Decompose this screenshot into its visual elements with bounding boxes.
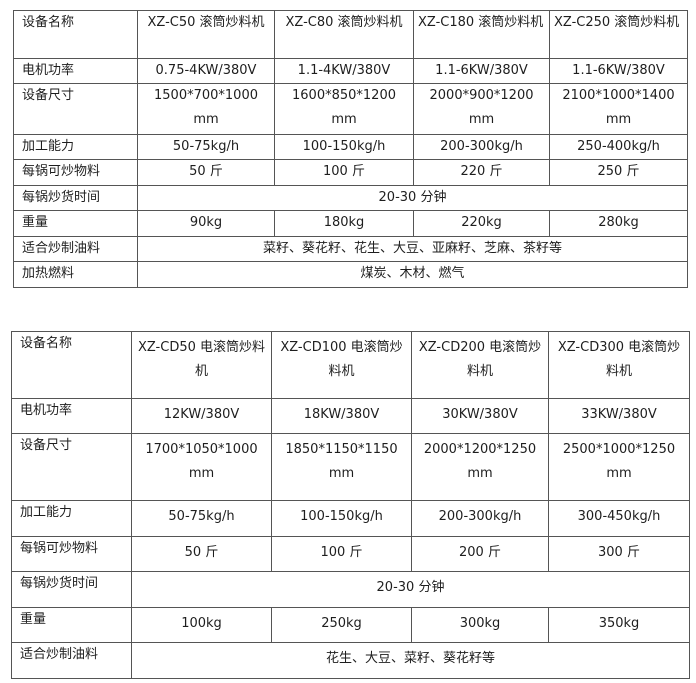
row-label: 设备名称 <box>13 10 138 59</box>
table-row: 设备尺寸 1700*1050*1000 mm 1850*1150*1150 mm 20… <box>11 433 690 501</box>
row-label: 设备名称 <box>11 331 132 399</box>
row-label: 每锅炒货时间 <box>11 571 132 608</box>
cell-value: 350kg <box>548 607 690 643</box>
cell-value: 50 斤 <box>131 536 272 572</box>
cell-value: 18KW/380V <box>271 398 412 434</box>
spanned-value: 20-30 分钟 <box>131 571 690 608</box>
cell-value: 1.1-6KW/380V <box>413 58 550 84</box>
cell-value: 250-400kg/h <box>549 134 688 160</box>
cell-value: 50 斤 <box>137 159 275 186</box>
model-name: XZ-CD200 电滚筒炒料机 <box>411 331 549 399</box>
model-name: XZ-CD100 电滚筒炒料机 <box>271 331 412 399</box>
cell-value: 300 斤 <box>548 536 690 572</box>
cell-value: 2100*1000*1400 mm <box>549 83 688 135</box>
cell-value: 50-75kg/h <box>131 500 272 537</box>
table-row: 每锅炒货时间 20-30 分钟 <box>13 185 688 211</box>
drum-roaster-spec-table: 设备名称 XZ-C50 滚筒炒料机 XZ-C80 滚筒炒料机 XZ-C180 滚筒炒料… <box>13 10 688 288</box>
spanned-value: 20-30 分钟 <box>137 185 688 211</box>
row-label: 每锅可炒物料 <box>11 536 132 572</box>
spanned-value: 菜籽、葵花籽、花生、大豆、亚麻籽、芝麻、茶籽等 <box>137 236 688 262</box>
cell-value: 250kg <box>271 607 412 643</box>
cell-value: 0.75-4KW/380V <box>137 58 275 84</box>
header-row: 设备名称 XZ-C50 滚筒炒料机 XZ-C80 滚筒炒料机 XZ-C180 滚筒炒料… <box>13 10 688 59</box>
cell-value: 1.1-4KW/380V <box>274 58 414 84</box>
cell-value: 180kg <box>274 210 414 237</box>
row-label: 加工能力 <box>11 500 132 537</box>
cell-value: 200 斤 <box>411 536 549 572</box>
row-label: 加热燃料 <box>13 261 138 288</box>
model-name: XZ-C180 滚筒炒料机 <box>413 10 550 59</box>
cell-value: 50-75kg/h <box>137 134 275 160</box>
cell-value: 220 斤 <box>413 159 550 186</box>
cell-value: 100kg <box>131 607 272 643</box>
cell-value: 200-300kg/h <box>413 134 550 160</box>
table-row: 适合炒制油料 菜籽、葵花籽、花生、大豆、亚麻籽、芝麻、茶籽等 <box>13 236 688 262</box>
table-row: 适合炒制油料 花生、大豆、菜籽、葵花籽等 <box>11 642 690 679</box>
table-row: 每锅可炒物料 50 斤 100 斤 200 斤 300 斤 <box>11 536 690 572</box>
table-row: 加工能力 50-75kg/h 100-150kg/h 200-300kg/h 300-4… <box>11 500 690 537</box>
row-label: 重量 <box>11 607 132 643</box>
model-name: XZ-CD300 电滚筒炒料机 <box>548 331 690 399</box>
cell-value: 33KW/380V <box>548 398 690 434</box>
row-label: 重量 <box>13 210 138 237</box>
cell-value: 1500*700*1000 mm <box>137 83 275 135</box>
table-row: 电机功率 12KW/380V 18KW/380V 30KW/380V 33KW/380V <box>11 398 690 434</box>
row-label: 每锅可炒物料 <box>13 159 138 186</box>
cell-value: 1850*1150*1150 mm <box>271 433 412 501</box>
row-label: 适合炒制油料 <box>13 236 138 262</box>
row-label: 设备尺寸 <box>11 433 132 501</box>
cell-value: 100-150kg/h <box>274 134 414 160</box>
model-name: XZ-C80 滚筒炒料机 <box>274 10 414 59</box>
spanned-value: 煤炭、木材、燃气 <box>137 261 688 288</box>
cell-value: 220kg <box>413 210 550 237</box>
cell-value: 250 斤 <box>549 159 688 186</box>
cell-value: 2000*900*1200 mm <box>413 83 550 135</box>
cell-value: 300kg <box>411 607 549 643</box>
row-label: 加工能力 <box>13 134 138 160</box>
cell-value: 90kg <box>137 210 275 237</box>
table-row: 加热燃料 煤炭、木材、燃气 <box>13 261 688 288</box>
cell-value: 300-450kg/h <box>548 500 690 537</box>
cell-value: 2500*1000*1250 mm <box>548 433 690 501</box>
table-row: 重量 100kg 250kg 300kg 350kg <box>11 607 690 643</box>
table-row: 加工能力 50-75kg/h 100-150kg/h 200-300kg/h 250-4… <box>13 134 688 160</box>
cell-value: 280kg <box>549 210 688 237</box>
row-label: 设备尺寸 <box>13 83 138 135</box>
cell-value: 2000*1200*1250 mm <box>411 433 549 501</box>
cell-value: 100 斤 <box>271 536 412 572</box>
row-label: 适合炒制油料 <box>11 642 132 679</box>
cell-value: 200-300kg/h <box>411 500 549 537</box>
header-row: 设备名称 XZ-CD50 电滚筒炒料机 XZ-CD100 电滚筒炒料机 XZ-CD20… <box>11 331 690 399</box>
cell-value: 100 斤 <box>274 159 414 186</box>
table-row: 每锅可炒物料 50 斤 100 斤 220 斤 250 斤 <box>13 159 688 186</box>
cell-value: 1600*850*1200 mm <box>274 83 414 135</box>
row-label: 每锅炒货时间 <box>13 185 138 211</box>
table-row: 电机功率 0.75-4KW/380V 1.1-4KW/380V 1.1-6KW/380… <box>13 58 688 84</box>
table-row: 设备尺寸 1500*700*1000 mm 1600*850*1200 mm 2000… <box>13 83 688 135</box>
cell-value: 12KW/380V <box>131 398 272 434</box>
table-row: 每锅炒货时间 20-30 分钟 <box>11 571 690 608</box>
model-name: XZ-C250 滚筒炒料机 <box>549 10 688 59</box>
model-name: XZ-C50 滚筒炒料机 <box>137 10 275 59</box>
spanned-value: 花生、大豆、菜籽、葵花籽等 <box>131 642 690 679</box>
cell-value: 1.1-6KW/380V <box>549 58 688 84</box>
row-label: 电机功率 <box>11 398 132 434</box>
electric-drum-roaster-spec-table: 设备名称 XZ-CD50 电滚筒炒料机 XZ-CD100 电滚筒炒料机 XZ-CD20… <box>11 331 690 679</box>
row-label: 电机功率 <box>13 58 138 84</box>
cell-value: 100-150kg/h <box>271 500 412 537</box>
cell-value: 1700*1050*1000 mm <box>131 433 272 501</box>
model-name: XZ-CD50 电滚筒炒料机 <box>131 331 272 399</box>
table-row: 重量 90kg 180kg 220kg 280kg <box>13 210 688 237</box>
cell-value: 30KW/380V <box>411 398 549 434</box>
